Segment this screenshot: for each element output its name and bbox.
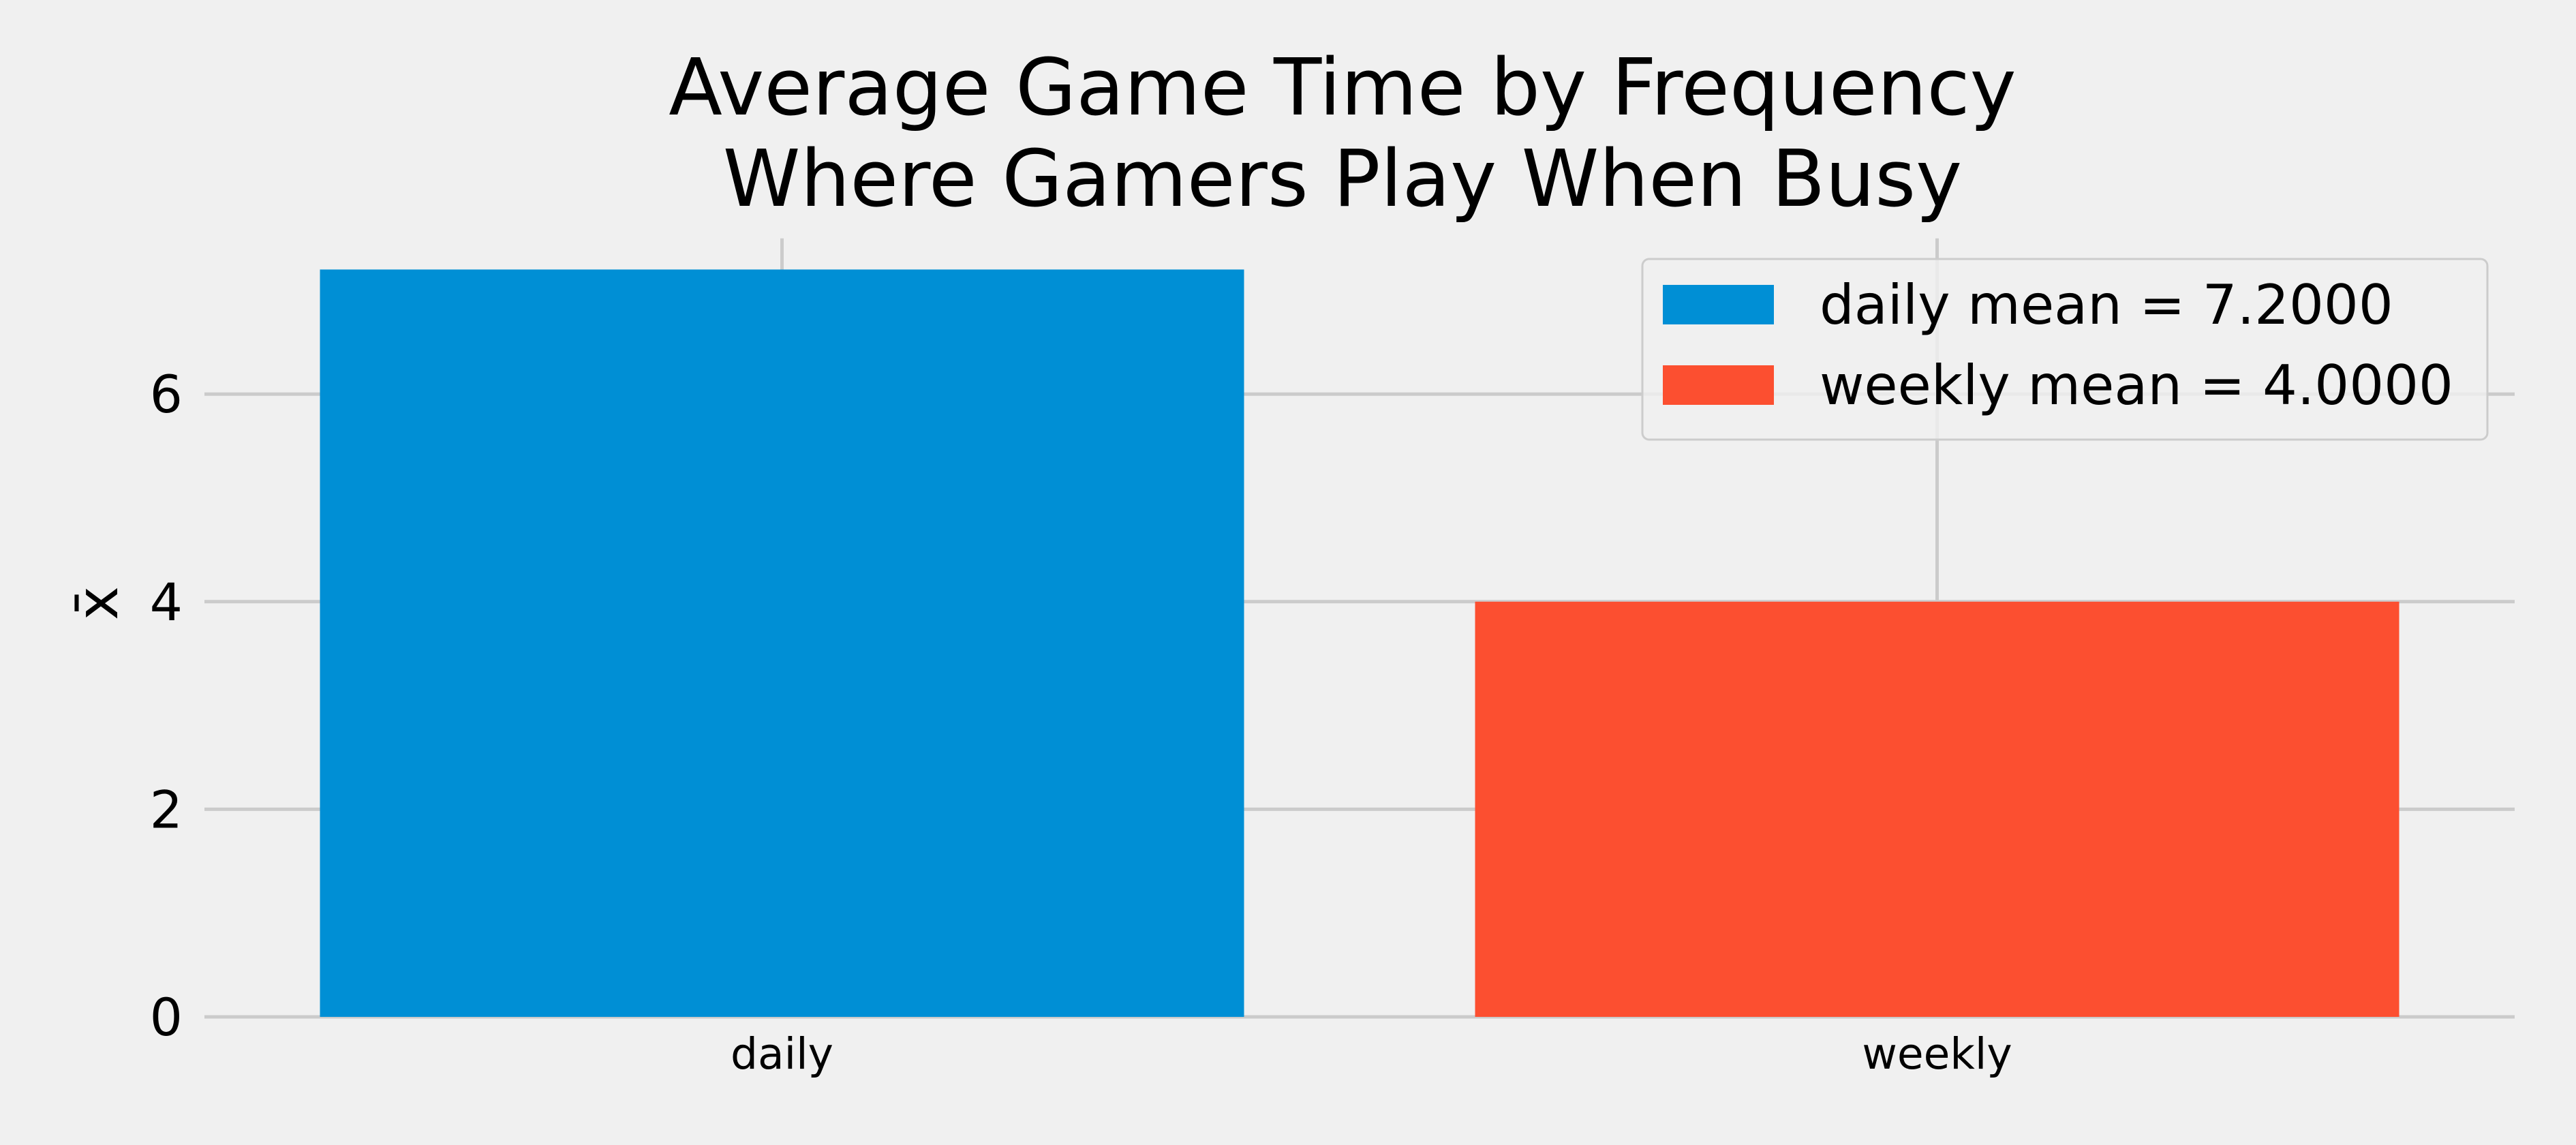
legend: daily mean = 7.2000 weekly mean = 4.0000 (1641, 258, 2489, 441)
x-axis-tick-labels: daily weekly (731, 1029, 2012, 1079)
legend-swatch (1663, 285, 1774, 324)
y-tick-label: 2 (150, 779, 183, 840)
y-tick-label: 0 (150, 987, 183, 1048)
bar-daily (320, 269, 1244, 1018)
bars (320, 269, 2399, 1018)
y-axis-tick-labels: 0 2 4 6 (150, 364, 183, 1048)
y-tick-label: 6 (150, 364, 183, 425)
chart-title-line-2: Where Gamers Play When Busy (723, 134, 1962, 225)
y-tick-label: 4 (150, 572, 183, 632)
legend-label: weekly mean = 4.0000 (1820, 354, 2453, 417)
x-tick-label-daily: daily (731, 1029, 833, 1079)
chart-title: Average Game Time by Frequency Where Gam… (669, 42, 2016, 225)
y-axis-label: x̄ (64, 586, 131, 620)
chart-title-line-1: Average Game Time by Frequency (669, 42, 2016, 134)
legend-label: daily mean = 7.2000 (1820, 273, 2393, 337)
bar-weekly (1475, 601, 2399, 1017)
legend-swatch (1663, 365, 1774, 405)
x-tick-label-weekly: weekly (1862, 1029, 2012, 1079)
legend-frame (1641, 258, 2489, 441)
